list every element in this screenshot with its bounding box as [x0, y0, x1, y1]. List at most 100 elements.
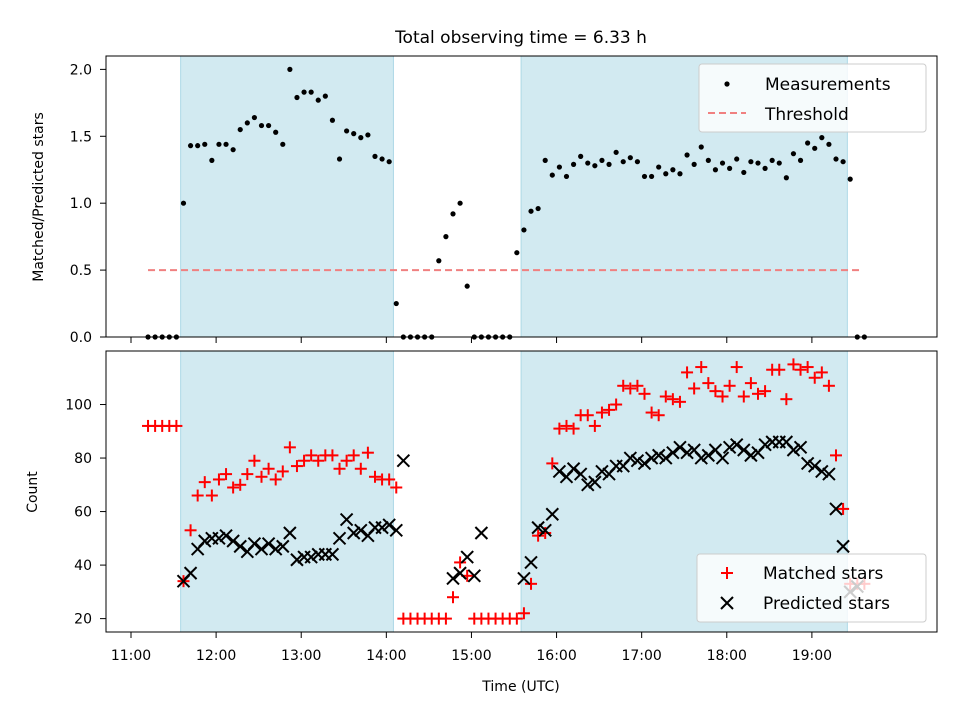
x-tick-label: 19:00 [792, 648, 832, 664]
matched-star-point [645, 406, 658, 419]
predicted-star-point [446, 571, 460, 586]
measurement-point [528, 208, 534, 214]
matched-star-point [234, 478, 247, 491]
chart-title: Total observing time = 6.33 h [394, 28, 647, 48]
matched-star-point [312, 454, 325, 467]
predicted-star-point [396, 454, 411, 468]
matched-star-point [759, 385, 772, 398]
predicted-star-point [198, 534, 212, 548]
predicted-star-point [722, 440, 737, 455]
measurement-point [656, 164, 662, 170]
predicted-star-point [836, 539, 850, 554]
measurement-point [705, 157, 711, 163]
matched-star-point [283, 441, 296, 454]
matched-star-point [220, 468, 233, 481]
matched-star-point [510, 612, 523, 625]
predicted-star-point [545, 507, 560, 521]
matched-star-point [439, 612, 452, 625]
predicted-star-point [800, 456, 815, 471]
predicted-star-point [283, 526, 297, 540]
measurement-point [287, 66, 293, 72]
predicted-star-point [758, 437, 772, 452]
measurement-point [819, 135, 825, 141]
predicted-star-point [673, 440, 687, 455]
matched-star-point [652, 409, 665, 422]
measurement-point [620, 159, 626, 165]
measurement-point [294, 94, 300, 101]
measurement-point [769, 157, 775, 163]
matched-star-point [688, 382, 701, 395]
measurement-point [599, 157, 605, 163]
matched-star-point [723, 379, 736, 392]
legend-measurements-marker [724, 81, 730, 87]
legend-measurements-label: Measurements [765, 75, 891, 95]
predicted-star-point [268, 542, 283, 556]
predicted-star-point [793, 440, 808, 455]
measurement-point [514, 250, 520, 256]
matched-star-point [333, 462, 346, 475]
predicted-star-point [226, 534, 240, 548]
predicted-star-point [581, 478, 595, 492]
measurement-point [372, 153, 378, 159]
matched-star-point [290, 460, 303, 473]
measurement-point [748, 159, 754, 165]
predicted-star-point [744, 448, 758, 463]
predicted-star-point [552, 464, 567, 479]
measurement-point [734, 156, 740, 162]
x-tick-label: 18:00 [707, 648, 747, 664]
measurement-point [223, 141, 229, 147]
measurement-point [457, 200, 463, 206]
y-tick-label: 0.0 [70, 330, 92, 346]
predicted-star-point [290, 553, 304, 567]
measurement-point [585, 160, 591, 166]
matched-star-point [595, 406, 608, 419]
predicted-star-point [701, 448, 716, 463]
legend-matched-marker [721, 567, 733, 579]
measurement-point [741, 169, 747, 176]
predicted-star-point [183, 566, 198, 580]
predicted-star-point [730, 437, 744, 452]
predicted-star-point [630, 454, 645, 468]
predicted-star-point [595, 464, 609, 479]
predicted-star-point [460, 550, 474, 564]
x-axis-label: Time (UTC) [481, 679, 559, 695]
measurement-point [265, 122, 272, 129]
measurement-point [641, 173, 648, 180]
matched-star-point [673, 395, 686, 408]
x-tick-label: 17:00 [621, 648, 661, 664]
measurement-point [677, 171, 683, 177]
top-plot-area: 0.0 0.5 1.0 1.5 2.0 Matched/Predicted stars [31, 55, 938, 346]
matched-star-point [205, 489, 218, 502]
matched-star-point [227, 481, 240, 494]
matched-star-point [390, 481, 403, 494]
predicted-star-point [332, 531, 347, 546]
predicted-star-point [347, 526, 361, 540]
measurement-point [663, 171, 669, 177]
matched-star-point [255, 470, 268, 483]
predicted-star-point [219, 528, 233, 543]
matched-star-point [184, 524, 197, 537]
measurement-point [684, 152, 690, 158]
matched-star-point [744, 377, 757, 390]
measurement-point [521, 227, 527, 233]
y-tick-label: 40 [74, 558, 92, 574]
predicted-star-point [538, 523, 552, 538]
matched-star-point [638, 387, 651, 400]
measurement-point [202, 141, 208, 147]
measurement-point [329, 117, 336, 123]
matched-star-point [610, 398, 623, 411]
predicted-star-point [588, 475, 602, 489]
measurement-point [840, 159, 846, 165]
predicted-star-point [786, 443, 801, 457]
matched-star-point [553, 422, 566, 435]
measurement-point [613, 149, 619, 155]
measurement-point [812, 145, 818, 151]
matched-star-point [354, 462, 367, 475]
measurement-point [833, 156, 839, 162]
measurement-point [797, 157, 804, 163]
y-tick-label: 20 [74, 612, 92, 628]
measurement-point [634, 159, 641, 165]
measurement-point [450, 211, 456, 217]
matched-star-point [631, 379, 644, 392]
